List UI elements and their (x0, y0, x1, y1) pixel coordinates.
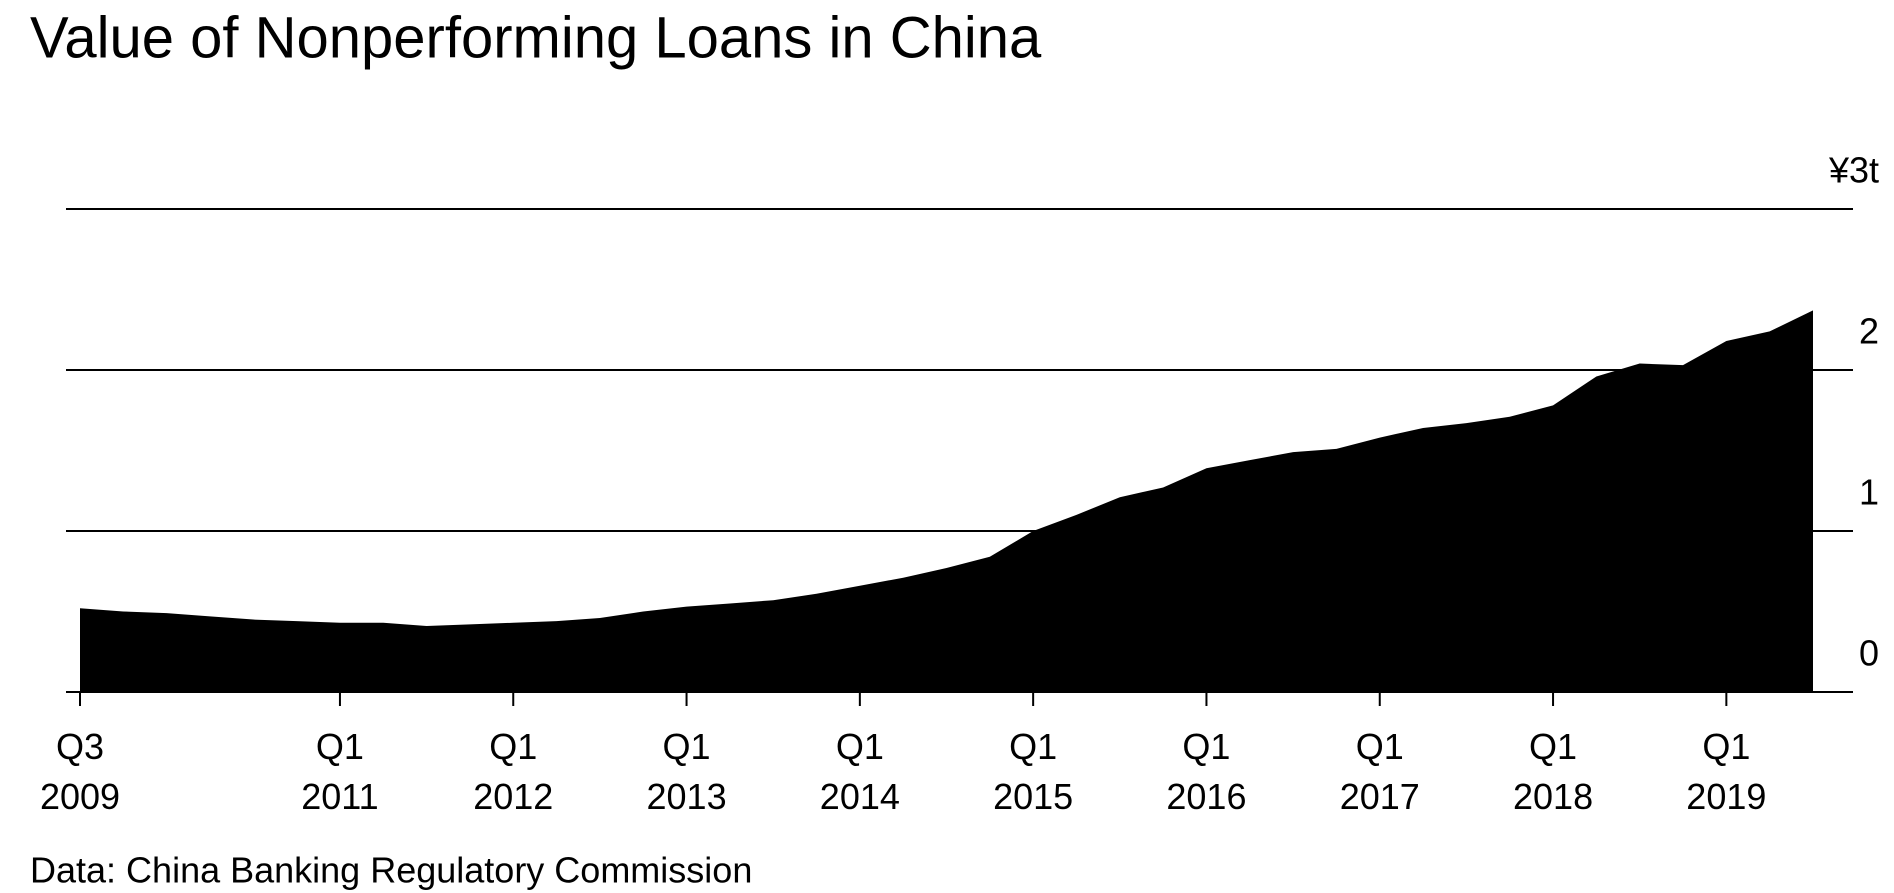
source-note: Data: China Banking Regulatory Commissio… (30, 850, 752, 891)
x-tick-label: Q1 2015 (993, 726, 1073, 817)
x-tick-label: Q1 2017 (1340, 726, 1420, 817)
area (80, 310, 1813, 692)
x-tick-label: Q1 2018 (1513, 726, 1593, 817)
x-tick-label: Q1 2019 (1686, 726, 1766, 817)
x-tick-label: Q1 2012 (473, 726, 553, 817)
y-tick-label: 2 (1859, 311, 1879, 352)
y-tick-label: 0 (1859, 633, 1879, 674)
x-tick-label: Q1 2013 (647, 726, 727, 817)
y-tick-label: ¥3t (1828, 150, 1879, 191)
x-tick-label: Q1 2011 (301, 726, 378, 817)
x-tick-label: Q1 2014 (820, 726, 900, 817)
x-tick-label: Q1 2016 (1166, 726, 1246, 817)
y-tick-label: 1 (1859, 472, 1879, 513)
x-tick-label: Q3 2009 (40, 726, 120, 817)
chart-title: Value of Nonperforming Loans in China (30, 5, 1042, 70)
